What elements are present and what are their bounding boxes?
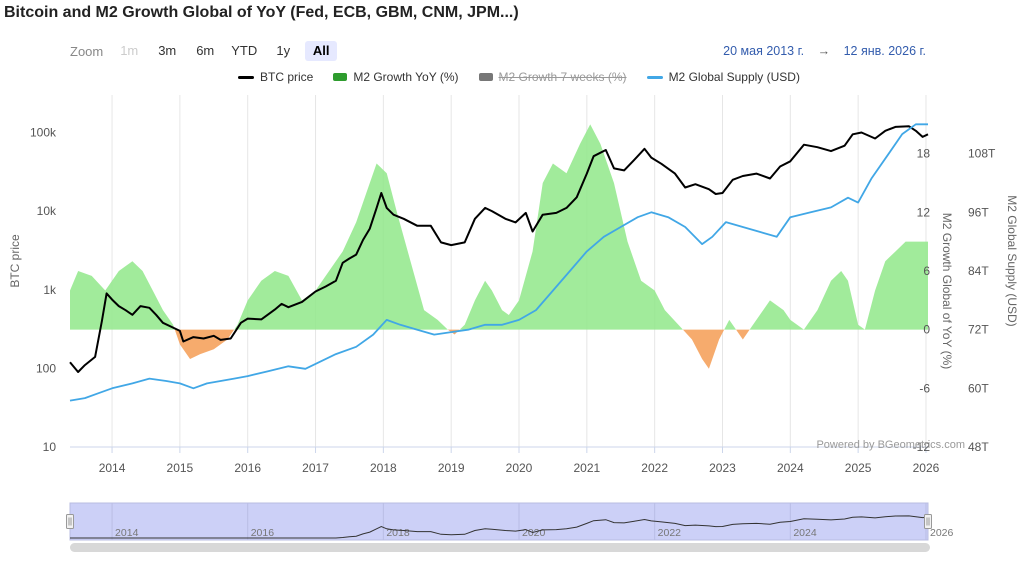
x-tick-label: 2016 [234, 461, 261, 475]
navigator-tick-label: 2026 [930, 527, 954, 539]
zoom-button-ytd[interactable]: YTD [231, 43, 258, 58]
x-tick-label: 2020 [506, 461, 533, 475]
x-tick-label: 2017 [302, 461, 329, 475]
x-tick-label: 2019 [438, 461, 465, 475]
btc-axis-tick: 1k [43, 283, 57, 297]
m2yoy-axis-tick: -12 [913, 440, 931, 454]
zoom-button-1m[interactable]: 1m [120, 43, 139, 58]
x-tick-label: 2021 [573, 461, 600, 475]
m2yoy-axis-tick: 0 [923, 323, 930, 337]
navigator-handle[interactable] [66, 514, 74, 529]
m2usd-axis-tick: 108T [968, 147, 996, 161]
btc-axis-label: BTC price [8, 234, 22, 288]
btc-axis-tick: 100 [36, 361, 56, 375]
m2yoy-axis-tick: 12 [917, 205, 931, 219]
m2yoy-axis-tick: 6 [923, 264, 930, 278]
date-range-display: 20 мая 2013 г. → 12 янв. 2026 г. [723, 44, 926, 58]
x-tick-label: 2022 [641, 461, 668, 475]
zoom-button-3m[interactable]: 3m [158, 43, 177, 58]
x-tick-label: 2014 [99, 461, 126, 475]
navigator-tick-label: 2014 [115, 527, 139, 539]
m2usd-axis-tick: 60T [968, 381, 989, 395]
x-tick-label: 2024 [777, 461, 804, 475]
legend-label: M2 Global Supply (USD) [668, 70, 800, 84]
x-tick-label: 2026 [913, 461, 940, 475]
m2yoy-axis-label: M2 Growth Global of YoY (%) [940, 213, 954, 370]
range-from-input[interactable]: 20 мая 2013 г. [723, 44, 805, 58]
navigator-tick-label: 2018 [386, 527, 410, 539]
m2-growth-negative-area [70, 329, 928, 369]
navigator-tick-label: 2022 [658, 527, 682, 539]
m2usd-axis-tick: 48T [968, 440, 989, 454]
zoom-button-1y[interactable]: 1y [276, 43, 291, 58]
zoom-button-all[interactable]: All [305, 41, 338, 61]
m2usd-axis-tick: 96T [968, 205, 989, 219]
navigator-tick-label: 2016 [251, 527, 275, 539]
legend-swatch [646, 75, 663, 79]
x-tick-label: 2018 [370, 461, 397, 475]
legend-item-m2-growth-7-weeks[interactable]: M2 Growth 7 weeks (%) [478, 70, 627, 84]
m2yoy-axis-tick: 18 [917, 147, 931, 161]
legend-swatch [478, 73, 493, 81]
m2yoy-axis-tick: -6 [919, 381, 930, 395]
btc-axis-tick: 10 [43, 440, 57, 454]
credit-text[interactable]: Powered by BGeometrics.com [816, 439, 965, 451]
navigator-scrollbar[interactable] [70, 543, 930, 552]
navigator-handle[interactable] [924, 514, 932, 529]
m2usd-axis-tick: 84T [968, 264, 989, 278]
zoom-button-6m[interactable]: 6m [196, 43, 215, 58]
legend-label: M2 Growth 7 weeks (%) [498, 70, 627, 84]
range-to-input[interactable]: 12 янв. 2026 г. [843, 44, 926, 58]
legend: BTC price M2 Growth YoY (%) M2 Growth 7 … [238, 70, 800, 84]
m2-global-supply-line [69, 123, 928, 402]
m2usd-axis-label: M2 Global Supply (USD) [1005, 195, 1019, 326]
legend-item-m2-growth-yoy[interactable]: M2 Growth YoY (%) [333, 70, 459, 84]
series-lines [69, 123, 929, 402]
legend-label: M2 Growth YoY (%) [353, 70, 459, 84]
x-tick-label: 2015 [167, 461, 194, 475]
navigator[interactable]: 2014 2016 2018 2020 2022 2024 2026 [66, 502, 954, 541]
axes: 2014 2015 2016 2017 2018 2019 2020 2021 2022 2023… [8, 126, 1019, 475]
m2usd-axis-tick: 72T [968, 323, 989, 337]
legend-label: BTC price [260, 70, 314, 84]
navigator-tick-label: 2020 [522, 527, 546, 539]
m2-growth-positive-area [70, 124, 928, 330]
chart-title: Bitcoin and M2 Growth Global of YoY (Fed… [4, 4, 519, 21]
btc-price-line [69, 125, 929, 373]
navigator-tick-label: 2024 [793, 527, 817, 539]
x-tick-label: 2025 [845, 461, 872, 475]
x-tick-label: 2023 [709, 461, 736, 475]
legend-item-m2-global-supply[interactable]: M2 Global Supply (USD) [646, 70, 800, 84]
m2-growth-area [70, 124, 928, 369]
legend-item-btc-price[interactable]: BTC price [238, 70, 313, 84]
navigator-series-line [70, 515, 929, 539]
zoom-label: Zoom [70, 43, 104, 59]
legend-swatch [238, 75, 254, 79]
range-arrow: → [817, 44, 831, 58]
btc-axis-tick: 10k [37, 204, 57, 218]
btc-axis-tick: 100k [30, 126, 57, 140]
zoom-selector: Zoom 1m 3m 6m YTD 1y All [70, 41, 338, 61]
grid-lines [111, 95, 927, 447]
legend-swatch [333, 73, 348, 81]
